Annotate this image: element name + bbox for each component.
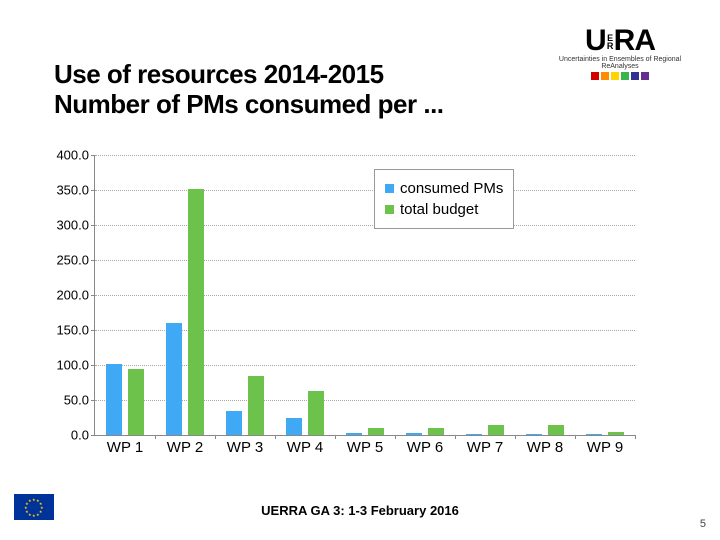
legend-item: total budget xyxy=(385,201,503,218)
y-tick xyxy=(91,400,95,401)
legend-swatch xyxy=(385,205,394,214)
bar xyxy=(368,428,384,435)
bar xyxy=(428,428,444,435)
y-axis-label: 0.0 xyxy=(49,428,89,443)
legend-swatch xyxy=(385,184,394,193)
logo-bar xyxy=(621,72,629,80)
grid-line xyxy=(95,225,635,226)
logo-bar xyxy=(601,72,609,80)
x-axis-label: WP 2 xyxy=(155,439,215,456)
bar xyxy=(166,323,182,435)
y-tick xyxy=(91,225,95,226)
bar xyxy=(128,369,144,436)
legend-item: consumed PMs xyxy=(385,180,503,197)
x-axis-label: WP 5 xyxy=(335,439,395,456)
title-line-1: Use of resources 2014-2015 xyxy=(54,60,554,90)
logo-bars xyxy=(550,72,690,80)
bar xyxy=(406,433,422,435)
y-axis-label: 200.0 xyxy=(49,288,89,303)
logo-bar xyxy=(611,72,619,80)
y-tick xyxy=(91,190,95,191)
bar xyxy=(526,434,542,435)
bar xyxy=(308,391,324,435)
bar xyxy=(346,433,362,435)
x-axis-label: WP 1 xyxy=(95,439,155,456)
y-tick xyxy=(91,155,95,156)
bar xyxy=(548,425,564,435)
logo-tagline: Uncertainties in Ensembles of Regional R… xyxy=(550,56,690,70)
logo-bar xyxy=(641,72,649,80)
logo-bar xyxy=(591,72,599,80)
footer-text: UERRA GA 3: 1-3 February 2016 xyxy=(0,503,720,518)
logo-text: UERRA xyxy=(550,24,690,58)
x-axis-label: WP 6 xyxy=(395,439,455,456)
y-axis-label: 350.0 xyxy=(49,183,89,198)
y-axis-label: 100.0 xyxy=(49,358,89,373)
x-axis-label: WP 3 xyxy=(215,439,275,456)
bar xyxy=(488,425,504,435)
x-axis-label: WP 7 xyxy=(455,439,515,456)
plot-area: 0.050.0100.0150.0200.0250.0300.0350.0400… xyxy=(94,155,635,436)
x-axis-label: WP 9 xyxy=(575,439,635,456)
bar xyxy=(286,418,302,435)
y-tick xyxy=(91,260,95,261)
grid-line xyxy=(95,295,635,296)
pm-chart: 0.050.0100.0150.0200.0250.0300.0350.0400… xyxy=(44,155,644,455)
logo-bar xyxy=(631,72,639,80)
bar xyxy=(466,434,482,435)
title-line-2: Number of PMs consumed per ... xyxy=(54,90,554,120)
x-axis-label: WP 4 xyxy=(275,439,335,456)
bar xyxy=(586,434,602,435)
page-title: Use of resources 2014-2015 Number of PMs… xyxy=(54,60,554,120)
bar xyxy=(188,189,204,435)
bar xyxy=(226,411,242,435)
bar xyxy=(248,376,264,435)
y-axis-label: 300.0 xyxy=(49,218,89,233)
grid-line xyxy=(95,190,635,191)
y-axis-label: 400.0 xyxy=(49,148,89,163)
y-axis-label: 250.0 xyxy=(49,253,89,268)
bar xyxy=(106,364,122,435)
y-tick xyxy=(91,295,95,296)
y-axis-label: 150.0 xyxy=(49,323,89,338)
legend-label: total budget xyxy=(400,201,478,218)
y-tick xyxy=(91,435,95,436)
bar xyxy=(608,432,624,435)
x-axis-label: WP 8 xyxy=(515,439,575,456)
x-tick xyxy=(635,435,636,439)
y-tick xyxy=(91,365,95,366)
grid-line xyxy=(95,260,635,261)
legend-label: consumed PMs xyxy=(400,180,503,197)
page-number: 5 xyxy=(700,518,706,530)
legend: consumed PMs total budget xyxy=(374,169,514,229)
grid-line xyxy=(95,155,635,156)
y-tick xyxy=(91,330,95,331)
y-axis-label: 50.0 xyxy=(49,393,89,408)
logo: UERRA Uncertainties in Ensembles of Regi… xyxy=(550,24,690,80)
